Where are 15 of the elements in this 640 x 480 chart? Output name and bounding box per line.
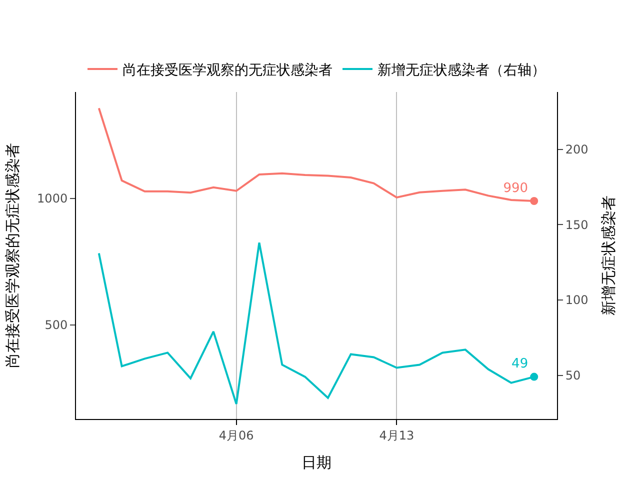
x-tick-label: 4月06 xyxy=(218,428,254,442)
data-label: 990 xyxy=(503,180,528,196)
legend-label: 新增无症状感染者（右轴） xyxy=(378,62,546,79)
x-axis-title: 日期 xyxy=(302,453,332,472)
data-label: 49 xyxy=(512,356,528,372)
y2-tick-label: 200 xyxy=(565,142,588,156)
legend-label: 尚在接受医学观察的无症状感染者 xyxy=(122,62,332,79)
x-tick-label: 4月13 xyxy=(379,428,414,442)
y-tick-label: 500 xyxy=(44,318,68,332)
y2-tick-label: 50 xyxy=(565,368,581,382)
y2-tick-label: 100 xyxy=(565,293,588,308)
y2-axis-title: 新增无症状感染者 xyxy=(599,196,618,316)
y-tick-label: 1000 xyxy=(37,192,68,206)
y-axis-title: 尚在接受医学观察的无症状感染者 xyxy=(3,143,22,368)
y2-tick-label: 150 xyxy=(565,218,588,232)
